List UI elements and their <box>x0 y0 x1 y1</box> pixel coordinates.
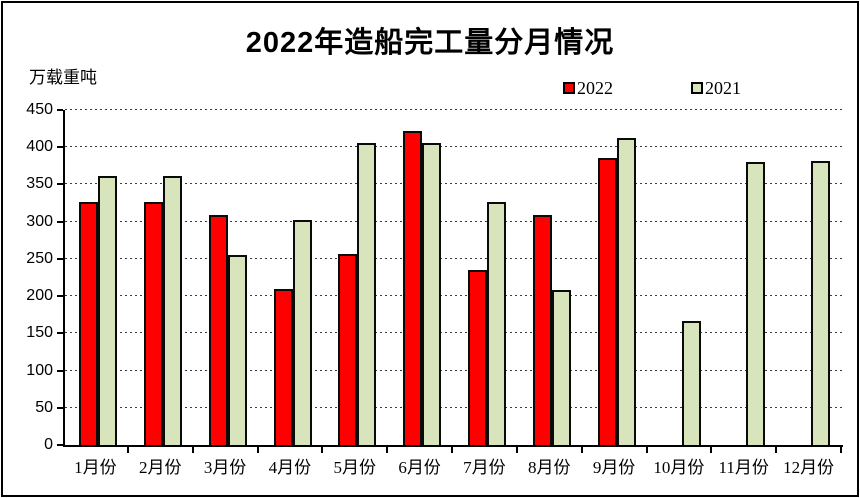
y-axis-tick-50 <box>57 406 63 409</box>
y-axis-tick-0 <box>57 444 63 446</box>
bar-2021-3月份 <box>227 255 247 445</box>
gridline-200 <box>65 295 843 297</box>
y-axis-label-50: 50 <box>35 398 53 416</box>
x-axis-label-10月份: 10月份 <box>653 458 705 477</box>
y-axis-label-350: 350 <box>26 175 53 193</box>
bar-2022-1月份 <box>79 201 98 445</box>
bar-2022-6月份 <box>403 130 423 445</box>
y-axis-tick-450 <box>57 109 63 111</box>
bar-2021-9月份 <box>616 137 636 445</box>
y-axis-label-100: 100 <box>26 361 53 379</box>
legend-item-2021: 2021 <box>691 79 741 97</box>
gridline-50 <box>65 406 843 408</box>
y-axis-label-0: 0 <box>44 436 53 453</box>
bar-2021-10月份 <box>681 321 701 445</box>
gridline-250 <box>65 257 843 259</box>
y-axis-unit-label: 万载重吨 <box>29 68 97 87</box>
bar-2022-2月份 <box>143 201 163 445</box>
x-axis-label-1月份: 1月份 <box>74 458 117 477</box>
x-axis-label-2月份: 2月份 <box>138 458 182 477</box>
x-axis-label-11月份: 11月份 <box>718 458 769 477</box>
y-axis-label-300: 300 <box>26 212 53 230</box>
legend-label-2021: 2021 <box>705 78 741 98</box>
bar-2021-12月份 <box>811 160 831 445</box>
x-axis-tick-3 <box>256 447 259 453</box>
bar-2021-1月份 <box>98 176 117 445</box>
x-axis-tick-1 <box>126 447 129 453</box>
y-axis-label-250: 250 <box>26 249 53 267</box>
bar-2021-6月份 <box>422 142 442 445</box>
x-axis-tick-8 <box>580 447 583 453</box>
bar-2022-9月份 <box>597 157 617 445</box>
bar-2021-8月份 <box>551 290 571 445</box>
x-axis-tick-7 <box>515 447 518 453</box>
bar-2021-5月份 <box>357 142 377 445</box>
bar-2021-2月份 <box>162 176 182 445</box>
x-axis-label-5月份: 5月份 <box>333 458 376 477</box>
y-axis-tick-400 <box>57 146 63 149</box>
gridline-400 <box>65 146 843 148</box>
y-axis-label-200: 200 <box>26 287 53 305</box>
bar-2022-4月份 <box>273 288 293 445</box>
x-axis-tick-2 <box>191 447 194 453</box>
chart-title: 2022年造船完工量分月情况 <box>245 27 615 59</box>
gridline-100 <box>65 369 843 371</box>
bar-2021-4月份 <box>292 220 312 445</box>
legend-swatch-2021 <box>691 82 703 94</box>
x-axis-label-7月份: 7月份 <box>463 458 506 477</box>
legend-swatch-2022 <box>563 82 575 94</box>
x-axis-label-3月份: 3月份 <box>203 458 247 477</box>
bar-2022-5月份 <box>338 254 358 445</box>
x-axis-tick-9 <box>645 447 648 453</box>
y-axis-tick-100 <box>57 369 63 372</box>
x-axis-label-12月份: 12月份 <box>783 458 835 477</box>
bar-2021-7月份 <box>487 202 506 445</box>
y-axis-tick-250 <box>57 257 63 260</box>
x-axis-tick-4 <box>321 447 324 453</box>
x-axis-tick-6 <box>451 447 453 453</box>
y-axis-tick-300 <box>57 220 63 223</box>
x-axis-label-8月份: 8月份 <box>527 458 571 477</box>
gridline-300 <box>65 220 843 222</box>
bar-2022-3月份 <box>208 214 228 445</box>
y-axis-tick-350 <box>57 183 63 186</box>
y-axis-label-150: 150 <box>26 324 53 342</box>
legend-label-2022: 2022 <box>577 78 613 98</box>
legend: 2022 2021 <box>563 79 741 97</box>
y-axis-tick-150 <box>57 332 63 335</box>
y-axis-tick-200 <box>57 295 63 298</box>
x-axis-label-4月份: 4月份 <box>268 458 312 477</box>
x-axis-tick-12 <box>840 447 842 453</box>
plot-area <box>63 109 843 447</box>
y-axis-label-450: 450 <box>26 101 53 118</box>
x-axis-label-6月份: 6月份 <box>398 458 441 477</box>
gridline-450 <box>65 109 843 110</box>
x-axis-tick-11 <box>775 447 778 453</box>
x-axis-tick-10 <box>710 447 713 453</box>
legend-item-2022: 2022 <box>563 79 613 97</box>
gridline-350 <box>65 183 843 185</box>
x-axis-tick-5 <box>386 447 389 453</box>
y-axis-label-400: 400 <box>26 138 53 156</box>
bar-2022-8月份 <box>532 214 552 445</box>
x-axis-label-9月份: 9月份 <box>592 458 636 477</box>
bar-2022-7月份 <box>468 270 487 445</box>
bar-2021-11月份 <box>746 162 766 445</box>
gridline-150 <box>65 332 843 334</box>
